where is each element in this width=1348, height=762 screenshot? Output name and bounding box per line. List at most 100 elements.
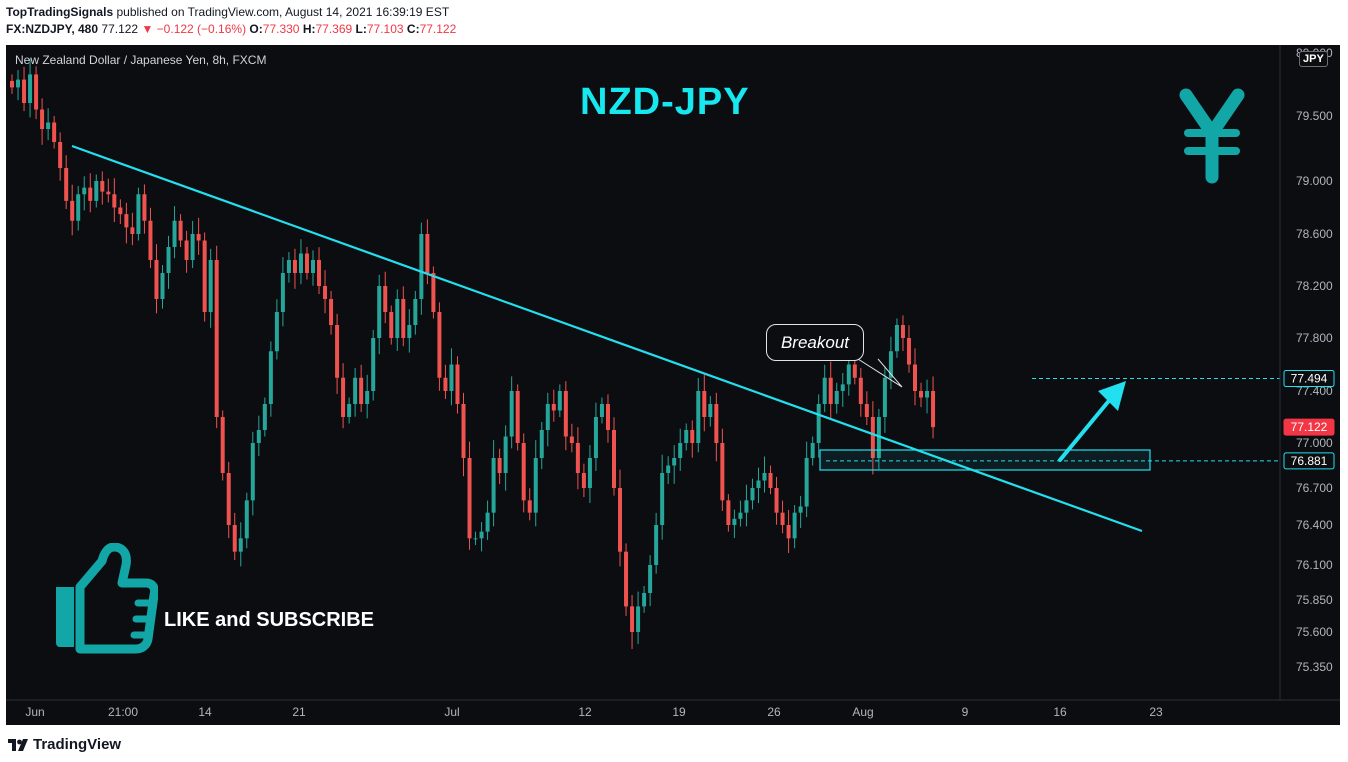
thumbs-up-icon <box>56 543 158 654</box>
candle-body <box>34 74 39 110</box>
candle-body <box>882 377 887 417</box>
price-marker-box <box>1283 418 1335 436</box>
candle-body <box>46 122 51 129</box>
candle-body <box>696 391 701 443</box>
candle-body <box>913 364 917 391</box>
x-tick-label: 14 <box>198 705 212 719</box>
candle-body <box>82 187 87 195</box>
x-tick-label: 21 <box>292 705 306 719</box>
candle-body <box>154 260 159 299</box>
candle-body <box>100 181 105 192</box>
y-tick-label: 78.200 <box>1296 279 1333 293</box>
y-tick-label: 78.600 <box>1296 227 1333 241</box>
y-tick-label: 77.000 <box>1296 436 1333 450</box>
candle-body <box>250 443 255 501</box>
candle-body <box>768 473 773 488</box>
candle-body <box>172 220 177 247</box>
target-arrow-icon <box>1098 381 1126 411</box>
candle-body <box>298 253 303 273</box>
candle-body <box>738 512 743 519</box>
candle-body <box>347 404 352 417</box>
candle-body <box>551 404 556 411</box>
candle-body <box>925 391 930 398</box>
candle-body <box>666 465 671 473</box>
candle-body <box>750 488 755 501</box>
candle-body <box>262 404 267 430</box>
candle-body <box>732 518 737 525</box>
publisher-name[interactable]: TopTradingSignals <box>6 5 114 19</box>
candle-body <box>268 351 273 404</box>
candle-body <box>280 273 285 312</box>
candle-body <box>359 377 364 404</box>
candle-body <box>142 194 147 221</box>
currency-badge[interactable]: JPY <box>1299 51 1328 67</box>
candle-body <box>455 364 460 404</box>
candle-body <box>672 458 677 466</box>
candle-body <box>10 80 14 88</box>
candle-body <box>636 606 641 632</box>
candle-body <box>335 325 340 378</box>
candle-body <box>112 194 117 208</box>
candle-body <box>377 286 382 338</box>
candle-body <box>876 417 881 458</box>
candle-body <box>256 430 261 443</box>
candle-body <box>244 500 249 539</box>
candle-body <box>527 500 532 513</box>
candle-body <box>593 417 598 458</box>
candle-body <box>792 512 797 539</box>
low-value: 77.103 <box>366 22 404 36</box>
price-chart[interactable]: 80.00079.50079.00078.60078.20077.80077.4… <box>6 45 1340 725</box>
open-value: 77.330 <box>262 22 300 36</box>
price-marker-label: 77.122 <box>1291 420 1328 434</box>
candle-body <box>810 443 815 458</box>
candle-body <box>900 325 905 338</box>
tradingview-logo-icon <box>8 738 28 751</box>
candle-body <box>569 436 574 443</box>
candle-body <box>919 391 924 398</box>
candle-body <box>419 234 424 299</box>
candle-body <box>684 430 689 443</box>
candle-body <box>425 234 430 273</box>
candle-body <box>467 458 472 539</box>
candle-body <box>214 260 219 417</box>
y-tick-label: 75.850 <box>1296 593 1333 607</box>
y-tick-label: 75.350 <box>1296 660 1333 674</box>
candle-body <box>28 74 33 103</box>
candle-body <box>575 443 580 473</box>
candle-body <box>708 404 713 417</box>
chart-area[interactable]: 80.00079.50079.00078.60078.20077.80077.4… <box>6 45 1340 725</box>
candle-body <box>503 436 508 473</box>
candle-body <box>786 525 791 539</box>
candle-body <box>654 525 659 565</box>
candle-body <box>401 299 406 338</box>
candle-body <box>894 325 899 352</box>
x-tick-label: Jun <box>25 705 44 719</box>
tradingview-footer[interactable]: TradingView <box>7 736 121 753</box>
target-arrow-shaft <box>1058 395 1114 462</box>
x-tick-label: 9 <box>962 705 969 719</box>
candle-body <box>702 391 707 417</box>
candle-body <box>581 473 586 488</box>
candle-body <box>509 391 514 437</box>
candle-body <box>226 473 231 525</box>
candle-body <box>563 391 568 437</box>
trendline <box>71 144 1143 533</box>
candle-body <box>190 234 195 260</box>
candle-body <box>858 377 863 404</box>
candle-body <box>931 391 936 428</box>
candle-body <box>431 273 436 312</box>
candle-body <box>834 391 839 404</box>
price-change: −0.122 (−0.16%) <box>156 22 247 36</box>
candle-body <box>353 377 358 404</box>
x-tick-label: 19 <box>672 705 686 719</box>
candle-body <box>587 458 592 488</box>
candle-body <box>479 531 484 539</box>
candle-body <box>678 443 683 458</box>
candle-body <box>828 377 833 404</box>
y-tick-label: 75.600 <box>1296 625 1333 639</box>
candle-body <box>160 273 165 299</box>
candle-body <box>58 142 63 168</box>
candle-body <box>389 312 394 338</box>
tradingview-brand: TradingView <box>33 736 122 753</box>
candle-body <box>64 168 69 201</box>
